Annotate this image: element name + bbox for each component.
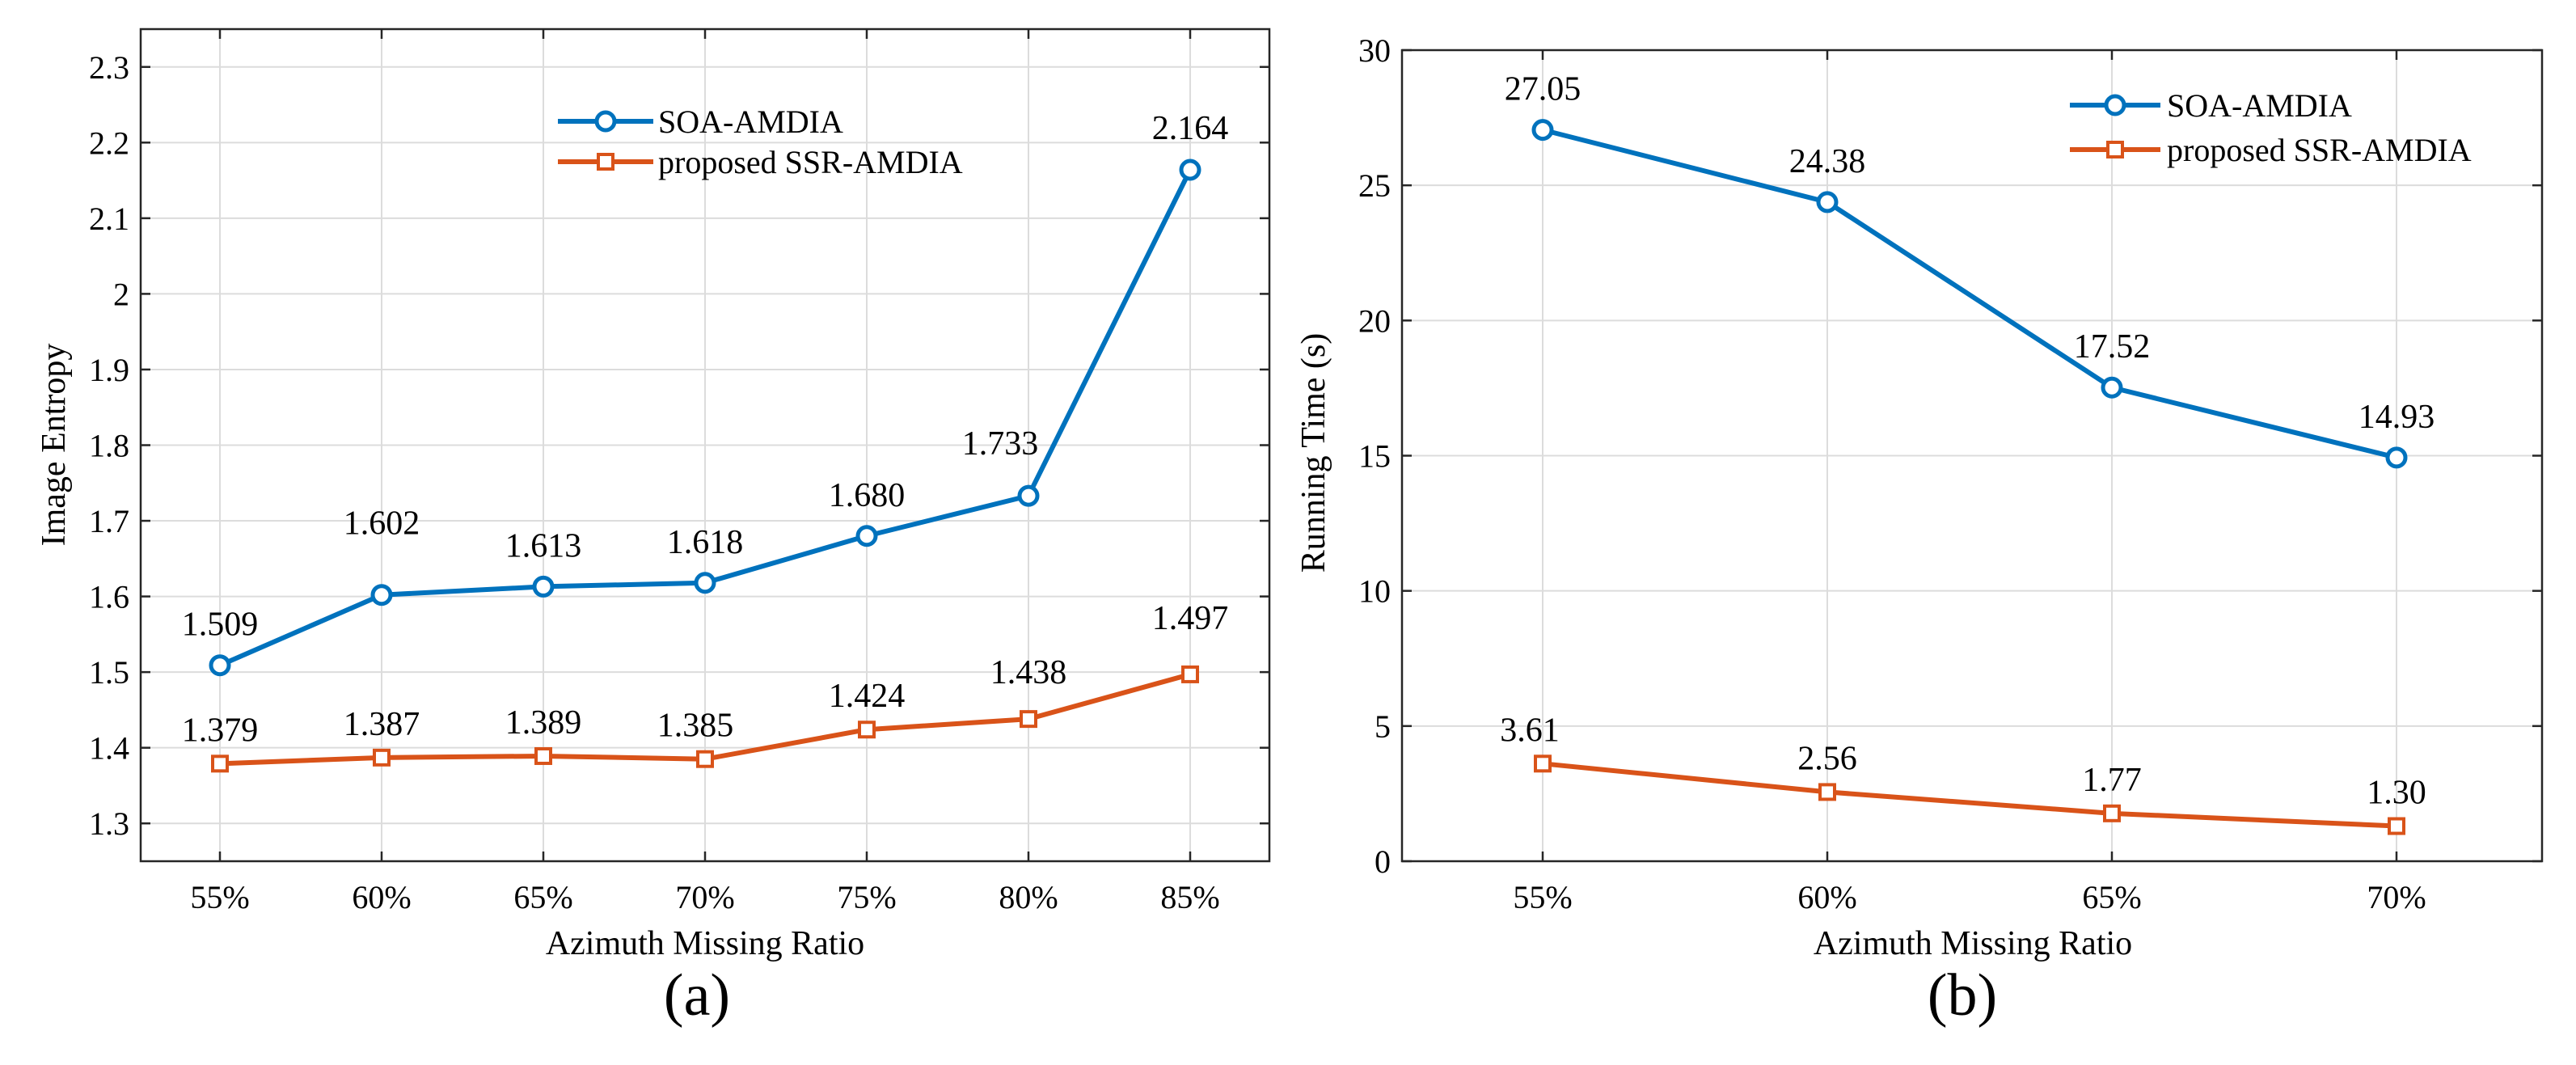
y-tick-label: 2.1 xyxy=(89,201,129,237)
chart-panel-0: 1.3 1.4 1.5 1.6 1.7 1.8 1.9 2 2.1 2.2 2.3 55% 60% 65%… xyxy=(36,27,1271,1029)
x-tick-label: 60% xyxy=(352,879,411,915)
x-tick-label: 80% xyxy=(999,879,1058,915)
data-label: 1.602 xyxy=(344,505,420,543)
y-tick-label: 1.7 xyxy=(89,503,129,539)
y-tick-label: 1.3 xyxy=(89,805,129,842)
data-point xyxy=(370,584,393,606)
y-tick-label: 1.6 xyxy=(89,579,129,615)
series-soa-amdia: 27.05 24.38 17.52 14.93 xyxy=(1505,71,2435,469)
legend-label: SOA-AMDIA xyxy=(2167,87,2352,124)
series-ssr-amdia: 1.379 1.387 1.389 1.385 1.424 1.438 1.497 xyxy=(182,600,1229,773)
series-soa-amdia: 1.509 1.602 1.613 1.618 1.680 1.733 2.164 xyxy=(182,110,1229,677)
data-label: 1.30 xyxy=(2367,775,2426,812)
data-label: 1.497 xyxy=(1152,600,1229,637)
x-axis-label: Azimuth Missing Ratio xyxy=(546,925,864,962)
data-label: 1.389 xyxy=(505,704,582,742)
x-tick-label: 65% xyxy=(2082,879,2141,915)
x-tick-label: 85% xyxy=(1160,879,1219,915)
y-tick-label: 30 xyxy=(1358,32,1391,69)
data-label: 14.93 xyxy=(2359,399,2435,436)
series-line xyxy=(1542,761,2397,829)
x-tick-label: 60% xyxy=(1797,879,1856,915)
x-tick-label: 65% xyxy=(513,879,572,915)
data-point xyxy=(532,575,555,598)
x-tick-label: 70% xyxy=(2367,879,2426,915)
y-tick-label: 1.8 xyxy=(89,428,129,464)
y-tick-label: 5 xyxy=(1375,708,1391,745)
data-label: 24.38 xyxy=(1789,143,1866,180)
data-point xyxy=(1818,783,1836,801)
data-point xyxy=(1020,710,1037,729)
panel-label: (b) xyxy=(1928,962,1997,1029)
data-label: 2.56 xyxy=(1797,740,1857,777)
data-point xyxy=(2385,446,2408,469)
data-label: 1.387 xyxy=(344,706,420,743)
y-axis-label: Running Time (s) xyxy=(1295,333,1332,573)
data-point xyxy=(696,750,714,768)
legend: SOA-AMDIA proposed SSR-AMDIA xyxy=(558,104,963,180)
y-tick-label: 1.5 xyxy=(89,654,129,691)
y-tick-label: 2.2 xyxy=(89,125,129,161)
legend-marker xyxy=(2104,94,2126,116)
data-point xyxy=(694,572,716,594)
y-tick-label: 25 xyxy=(1358,167,1391,204)
panel-label: (a) xyxy=(664,962,730,1029)
legend-marker xyxy=(594,110,617,133)
data-point xyxy=(1816,191,1839,213)
chart-panel-1: 0 5 10 15 20 25 30 55% 60% 65% 70% Azimuth Missing … xyxy=(1295,32,2544,1029)
x-tick-label: 75% xyxy=(837,879,896,915)
data-point xyxy=(2101,376,2123,399)
x-axis-label: Azimuth Missing Ratio xyxy=(1814,925,2132,962)
y-tick-label: 2 xyxy=(113,276,129,312)
data-label: 1.509 xyxy=(182,606,259,644)
data-point xyxy=(373,748,391,767)
y-axis-label: Image Entropy xyxy=(36,344,73,547)
data-point xyxy=(855,525,878,547)
data-label: 1.613 xyxy=(505,527,582,564)
legend-label: SOA-AMDIA xyxy=(658,104,843,140)
y-tick-label: 15 xyxy=(1358,438,1391,475)
y-tick-label: 1.9 xyxy=(89,352,129,388)
data-label: 1.424 xyxy=(829,678,906,715)
data-point xyxy=(1179,158,1201,181)
series-line xyxy=(1542,127,2397,460)
legend-marker xyxy=(597,153,614,171)
legend-label: proposed SSR-AMDIA xyxy=(658,144,963,180)
data-label: 1.77 xyxy=(2082,762,2142,799)
data-point xyxy=(1017,484,1040,507)
data-label: 1.385 xyxy=(657,708,734,745)
data-label: 1.733 xyxy=(962,425,1039,463)
legend-marker xyxy=(2106,141,2124,158)
data-label: 17.52 xyxy=(2074,328,2151,366)
y-tick-label: 0 xyxy=(1375,843,1391,880)
series-ssr-amdia: 3.61 2.56 1.77 1.30 xyxy=(1500,712,2426,835)
data-point xyxy=(209,654,231,677)
data-point xyxy=(2388,817,2405,835)
data-point xyxy=(534,746,552,765)
y-tick-label: 20 xyxy=(1358,302,1391,339)
legend-label: proposed SSR-AMDIA xyxy=(2167,132,2472,168)
data-label: 1.438 xyxy=(990,654,1067,691)
data-point xyxy=(858,721,876,739)
data-label: 1.379 xyxy=(182,712,259,749)
data-label: 2.164 xyxy=(1152,110,1229,147)
data-label: 1.680 xyxy=(829,477,906,514)
data-label: 1.618 xyxy=(667,524,744,561)
y-tick-label: 10 xyxy=(1358,573,1391,610)
data-point xyxy=(1181,665,1199,683)
legend: SOA-AMDIA proposed SSR-AMDIA xyxy=(2070,87,2472,168)
data-label: 27.05 xyxy=(1505,71,1581,108)
y-tick-label: 1.4 xyxy=(89,730,129,767)
data-point xyxy=(1534,754,1552,773)
x-tick-label: 70% xyxy=(675,879,734,915)
y-tick-label: 2.3 xyxy=(89,49,129,86)
data-point xyxy=(2103,804,2121,822)
x-tick-label: 55% xyxy=(190,879,249,915)
data-point xyxy=(211,754,229,773)
x-tick-label: 55% xyxy=(1513,879,1572,915)
data-label: 3.61 xyxy=(1500,712,1560,749)
data-point xyxy=(1531,119,1554,142)
